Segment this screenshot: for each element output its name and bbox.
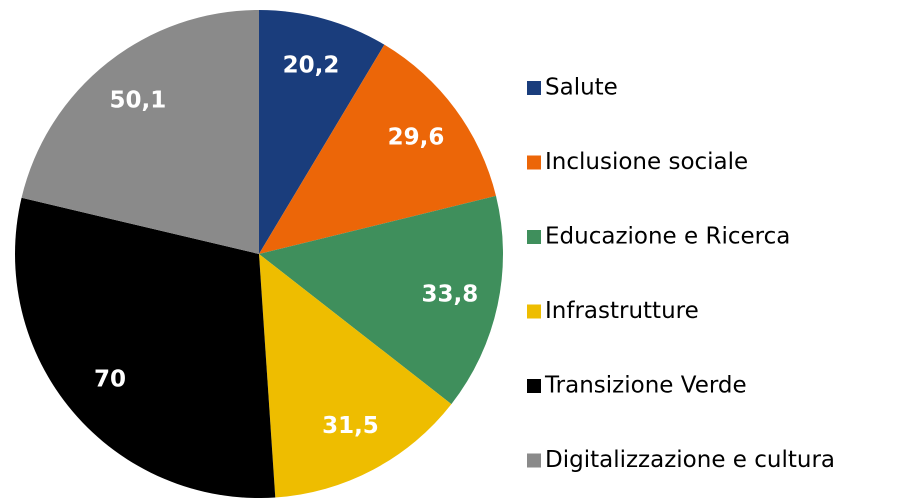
legend-label: Digitalizzazione e cultura [545,447,835,473]
pie-slice [21,10,259,254]
pie-slice [15,197,276,498]
legend-swatch [527,453,541,468]
data-label: 70 [94,367,126,393]
pie-slice [259,44,496,254]
legend-swatch [527,81,541,95]
data-label: 20,2 [283,52,340,78]
data-label: 33,8 [421,281,478,307]
data-label: 31,5 [322,413,379,439]
legend-swatch [527,230,541,244]
legend-swatch [527,304,541,319]
legend-label: Inclusione sociale [545,149,748,175]
pie-slice [259,254,452,498]
legend-label: Educazione e Ricerca [545,224,790,250]
legend-swatch [527,155,541,170]
pie-slice [259,10,385,254]
pie-slice [259,195,503,405]
legend-swatch [527,379,541,393]
legend-label: Infrastrutture [545,298,699,324]
legend-label: Salute [545,75,618,101]
data-label: 29,6 [388,125,445,151]
legend-label: Transizione Verde [544,373,747,399]
data-label: 50,1 [110,87,167,113]
